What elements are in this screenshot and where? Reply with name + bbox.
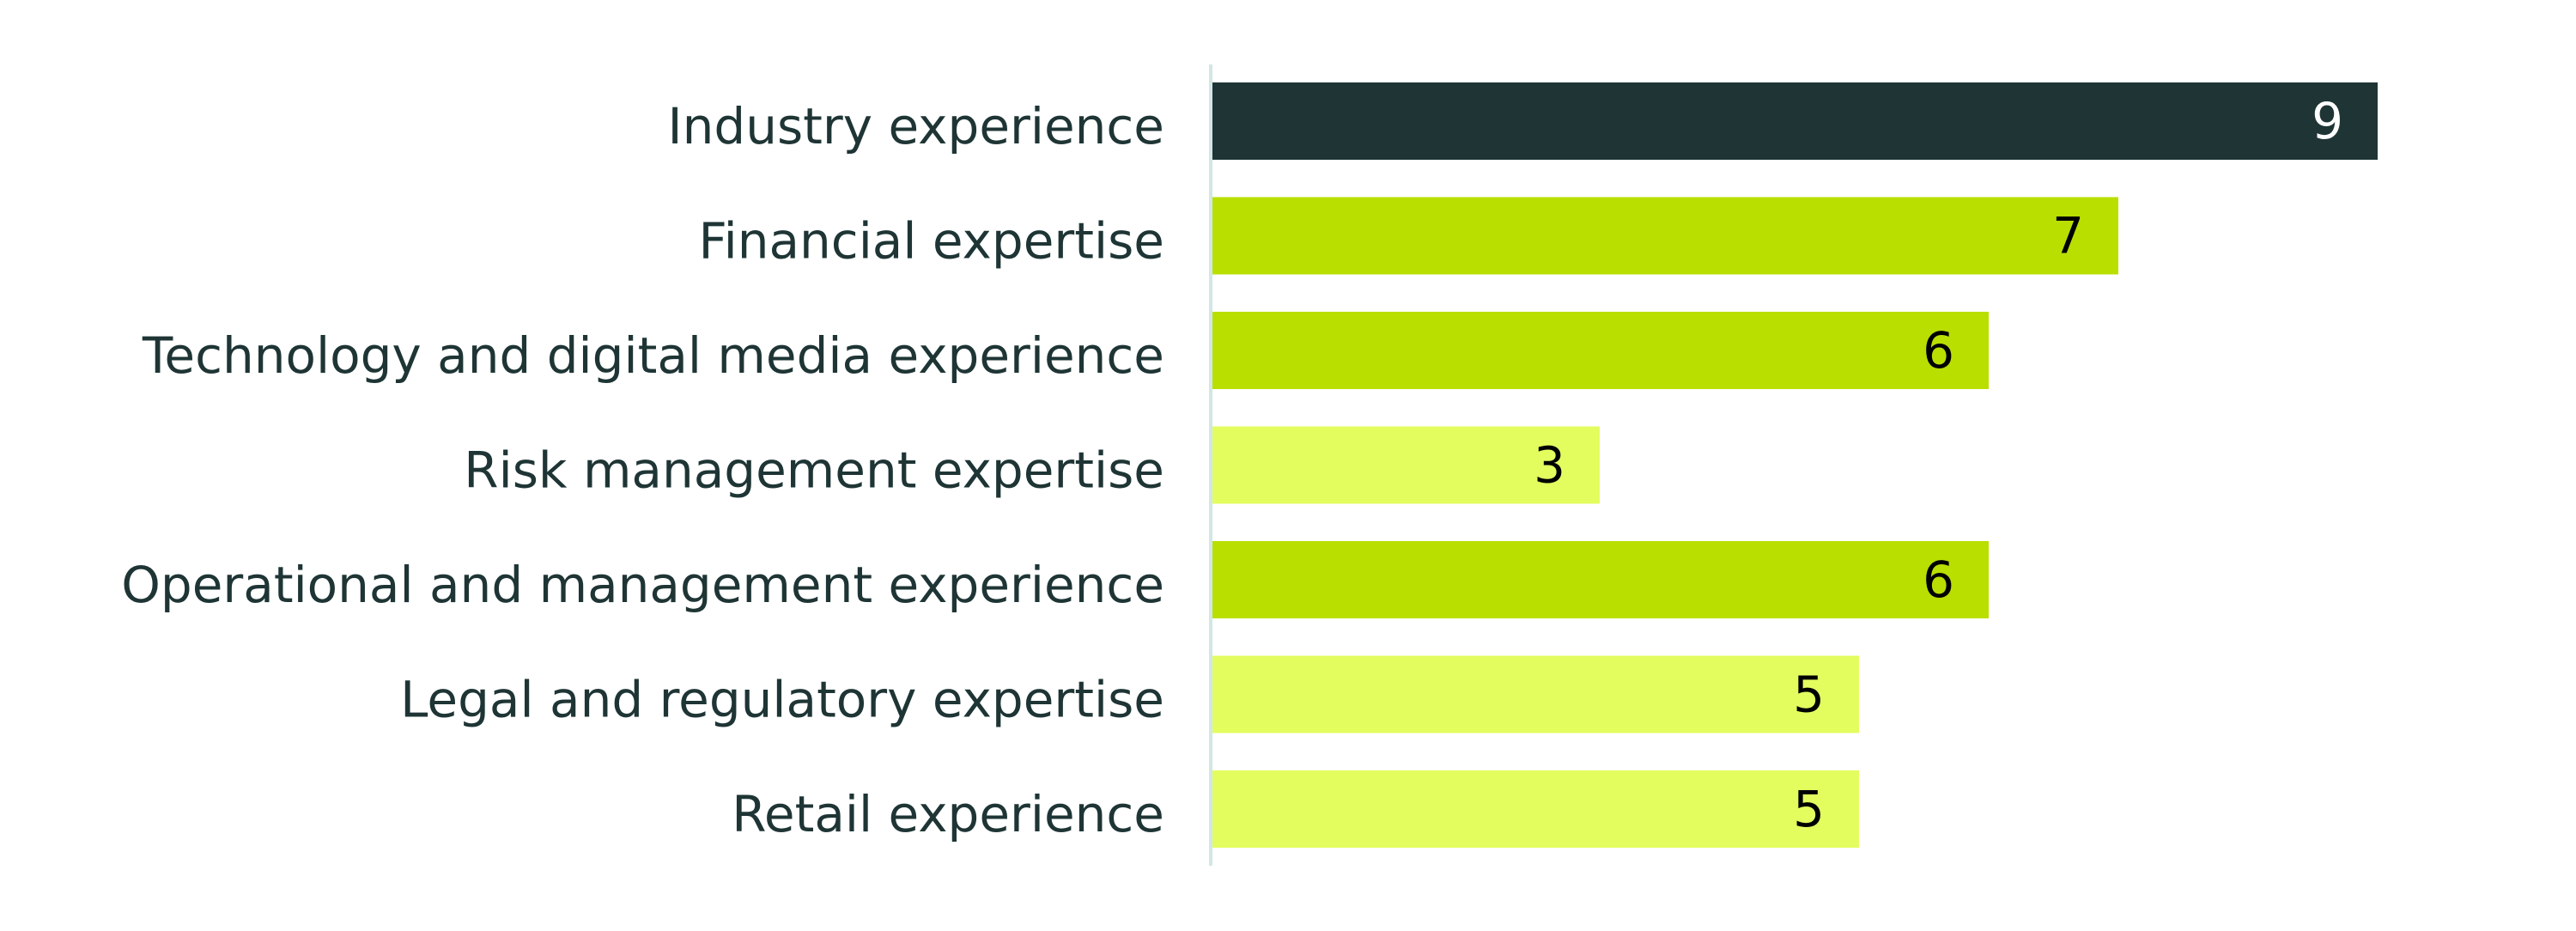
category-label: Technology and digital media experience [142, 326, 1164, 385]
value-label: 9 [2312, 92, 2343, 150]
category-label: Operational and management experience [121, 556, 1164, 614]
category-label: Legal and regulatory expertise [400, 671, 1164, 729]
value-label: 6 [1923, 321, 1954, 380]
value-label: 6 [1923, 551, 1954, 609]
bar [1211, 197, 2118, 275]
category-label: Industry experience [668, 97, 1164, 155]
bar [1211, 82, 2378, 160]
bar [1211, 770, 1859, 848]
value-label: 5 [1793, 666, 1825, 724]
value-label: 7 [2052, 207, 2084, 265]
bar [1211, 655, 1859, 733]
value-label: 3 [1534, 436, 1565, 495]
bar [1211, 541, 1989, 618]
category-label: Retail experience [732, 785, 1164, 843]
value-label: 5 [1793, 780, 1825, 838]
category-label: Risk management expertise [464, 441, 1164, 500]
category-label: Financial expertise [698, 212, 1164, 271]
bar [1211, 312, 1989, 389]
bar [1211, 426, 1600, 504]
